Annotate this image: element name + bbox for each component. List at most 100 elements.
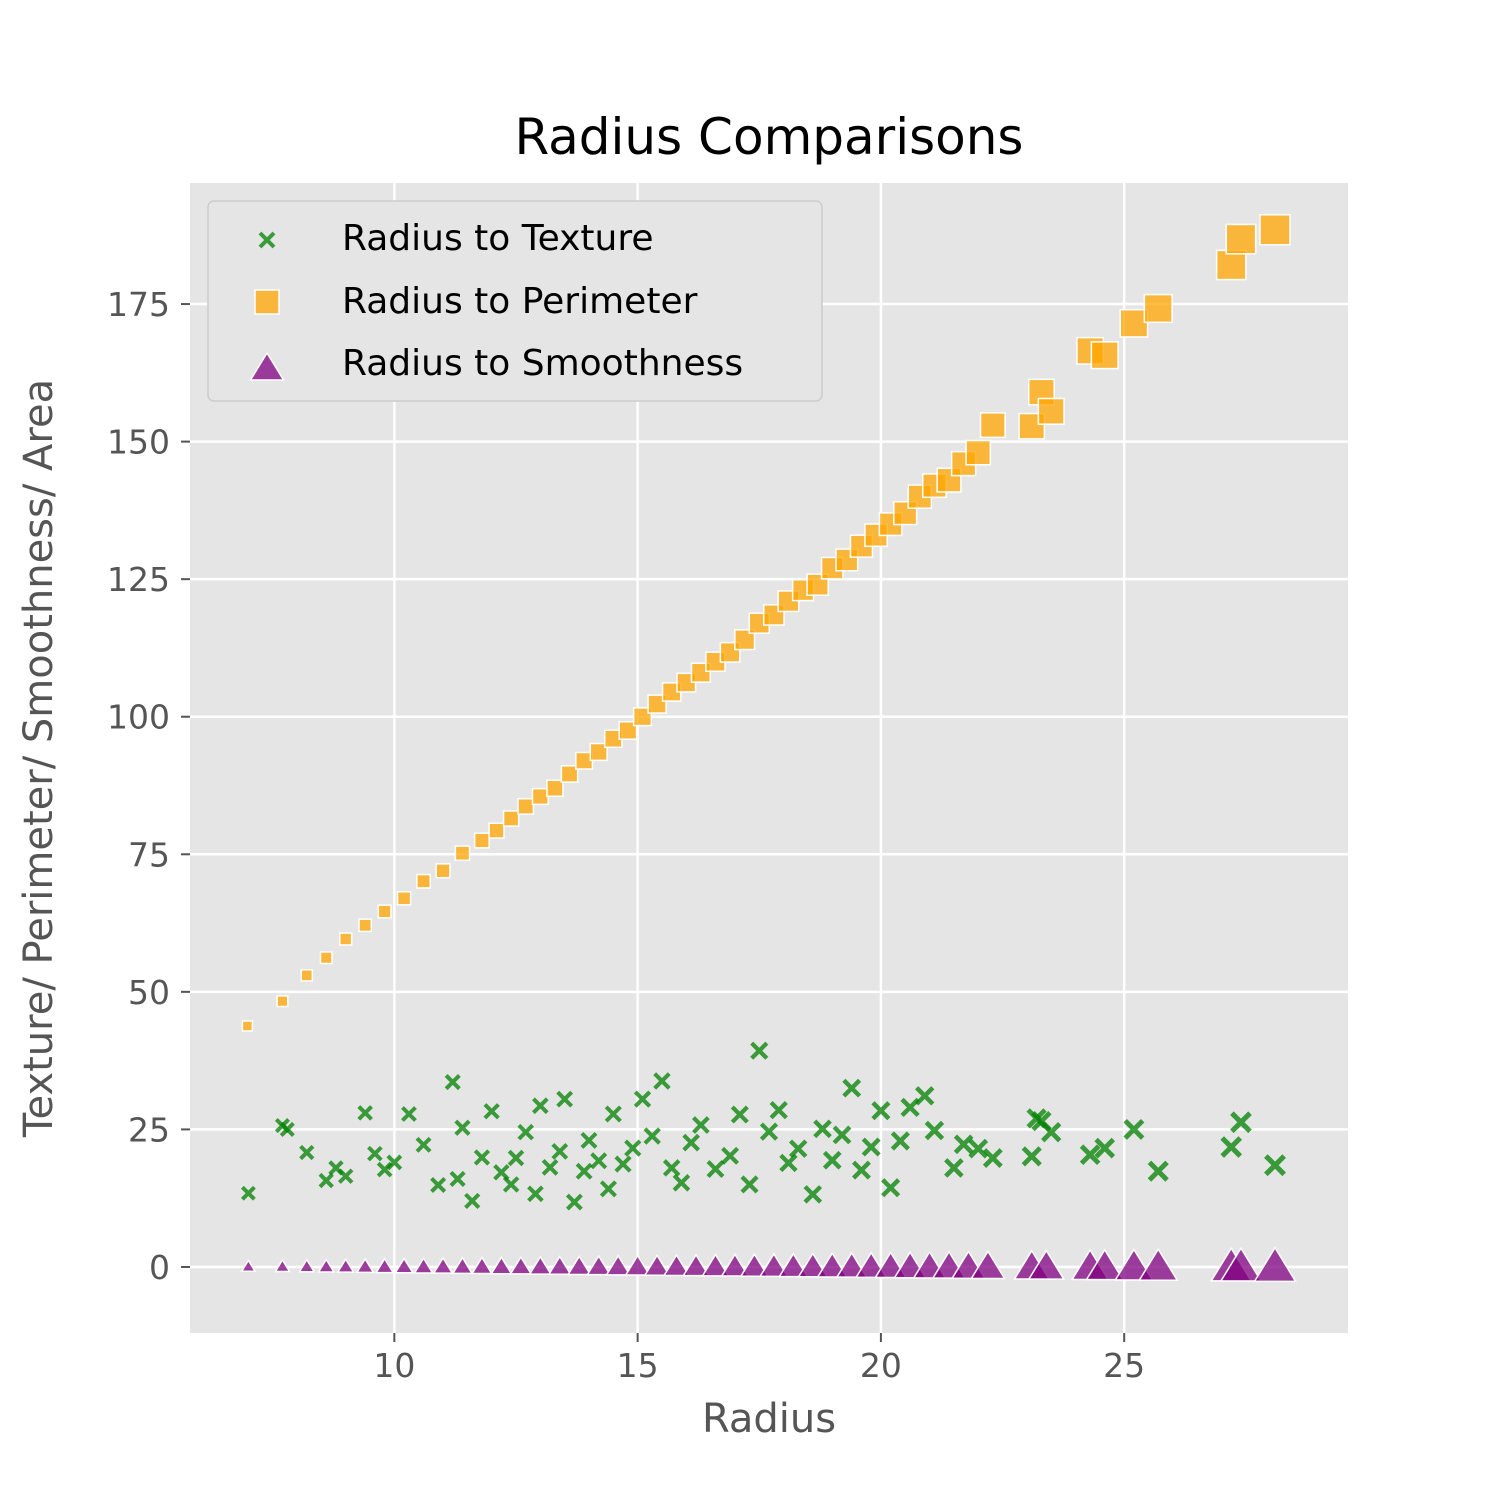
smoothness-point: [1253, 1246, 1297, 1283]
texture-point: [924, 1120, 945, 1141]
texture-point: [1230, 1111, 1252, 1134]
smoothness-point: [1137, 1247, 1179, 1281]
texture-point: [541, 1159, 559, 1176]
texture-point: [614, 1155, 632, 1173]
y-tick-label: 150: [107, 423, 170, 462]
texture-point: [527, 1185, 544, 1203]
smoothness-point: [509, 1255, 533, 1275]
texture-point: [599, 1180, 617, 1198]
texture-point: [444, 1074, 461, 1091]
smoothness-point: [624, 1254, 651, 1276]
texture-point: [759, 1122, 779, 1141]
smoothness-point: [662, 1253, 691, 1277]
perimeter-point: [276, 995, 289, 1008]
perimeter-point: [979, 412, 1006, 439]
texture-point: [1123, 1118, 1145, 1140]
texture-point: [813, 1119, 832, 1139]
texture-point: [507, 1149, 525, 1167]
texture-point: [401, 1106, 417, 1122]
smoothness-point: [317, 1258, 336, 1273]
texture-point: [803, 1185, 823, 1204]
perimeter-point: [1090, 341, 1119, 370]
texture-point: [842, 1078, 862, 1098]
texture-point: [633, 1090, 652, 1108]
texture-point: [415, 1136, 432, 1153]
data-marks: [240, 213, 1297, 1283]
texture-point: [556, 1090, 574, 1108]
texture-point: [1021, 1146, 1042, 1167]
perimeter-point: [1259, 213, 1291, 246]
perimeter-point: [734, 629, 756, 651]
perimeter-point: [435, 863, 451, 879]
smoothness-point: [566, 1254, 592, 1276]
y-tick-label: 175: [107, 285, 170, 324]
texture-point: [386, 1154, 403, 1171]
x-tick-label: 25: [1103, 1346, 1145, 1385]
texture-point: [357, 1105, 373, 1121]
smoothness-point: [432, 1256, 454, 1274]
texture-point: [672, 1173, 691, 1192]
texture-point: [318, 1172, 334, 1189]
perimeter-point: [473, 832, 490, 849]
texture-point: [279, 1121, 295, 1137]
texture-point: [502, 1176, 520, 1193]
perimeter-point: [560, 765, 579, 783]
texture-point: [473, 1149, 491, 1166]
smoothness-point: [777, 1252, 809, 1278]
y-tick-label: 125: [107, 560, 170, 599]
texture-point: [881, 1178, 901, 1198]
smoothness-point: [355, 1257, 375, 1274]
perimeter-point: [488, 822, 505, 839]
perimeter-point: [358, 918, 373, 933]
smoothness-point: [720, 1252, 750, 1277]
texture-point: [750, 1041, 769, 1060]
texture-point: [851, 1160, 871, 1180]
x-tick-label: 15: [617, 1346, 659, 1385]
texture-point: [1220, 1136, 1243, 1158]
perimeter-point: [416, 873, 432, 889]
texture-point: [779, 1153, 798, 1173]
texture-point: [604, 1105, 622, 1123]
texture-point: [982, 1148, 1003, 1168]
smoothness-point: [374, 1257, 395, 1274]
texture-point: [653, 1072, 671, 1090]
smoothness-point: [797, 1252, 829, 1278]
texture-point: [944, 1158, 964, 1178]
perimeter-point: [632, 707, 653, 727]
chart-title: Radius Comparisons: [515, 108, 1024, 166]
texture-point: [769, 1101, 788, 1120]
smoothness-point: [528, 1255, 553, 1275]
texture-point: [1147, 1160, 1169, 1182]
perimeter-point: [1215, 249, 1247, 281]
y-tick-label: 0: [149, 1248, 170, 1287]
texture-point: [430, 1176, 447, 1193]
perimeter-point: [618, 721, 638, 740]
smoothness-point: [1027, 1249, 1066, 1280]
smoothness-point: [336, 1257, 355, 1273]
smoothness-point: [701, 1253, 730, 1277]
y-tick-label: 50: [128, 973, 170, 1012]
texture-point: [890, 1131, 910, 1151]
legend-label-smoothness: Radius to Smoothness: [342, 343, 743, 384]
axis-ticks: 10 15 20 25 0 25 50 75 100 125 150 175: [107, 285, 1145, 1385]
legend-frame: [207, 200, 823, 402]
legend-markers: [249, 231, 285, 381]
texture-point: [968, 1138, 989, 1159]
legend-marker-smoothness: [249, 351, 285, 381]
texture-point: [915, 1086, 935, 1106]
texture-point: [240, 1185, 256, 1201]
smoothness-point: [682, 1253, 711, 1277]
texture-point: [565, 1193, 583, 1211]
smoothness-point: [1219, 1246, 1263, 1282]
perimeter-point: [1225, 223, 1257, 255]
texture-point: [517, 1123, 534, 1141]
texture-point: [692, 1116, 710, 1134]
texture-point: [532, 1097, 549, 1115]
smoothness-point: [274, 1258, 291, 1273]
smoothness-point: [298, 1258, 316, 1273]
perimeter-point: [531, 787, 549, 806]
x-tick-label: 10: [373, 1346, 415, 1385]
smoothness-point: [816, 1251, 849, 1278]
perimeter-point: [377, 904, 392, 919]
